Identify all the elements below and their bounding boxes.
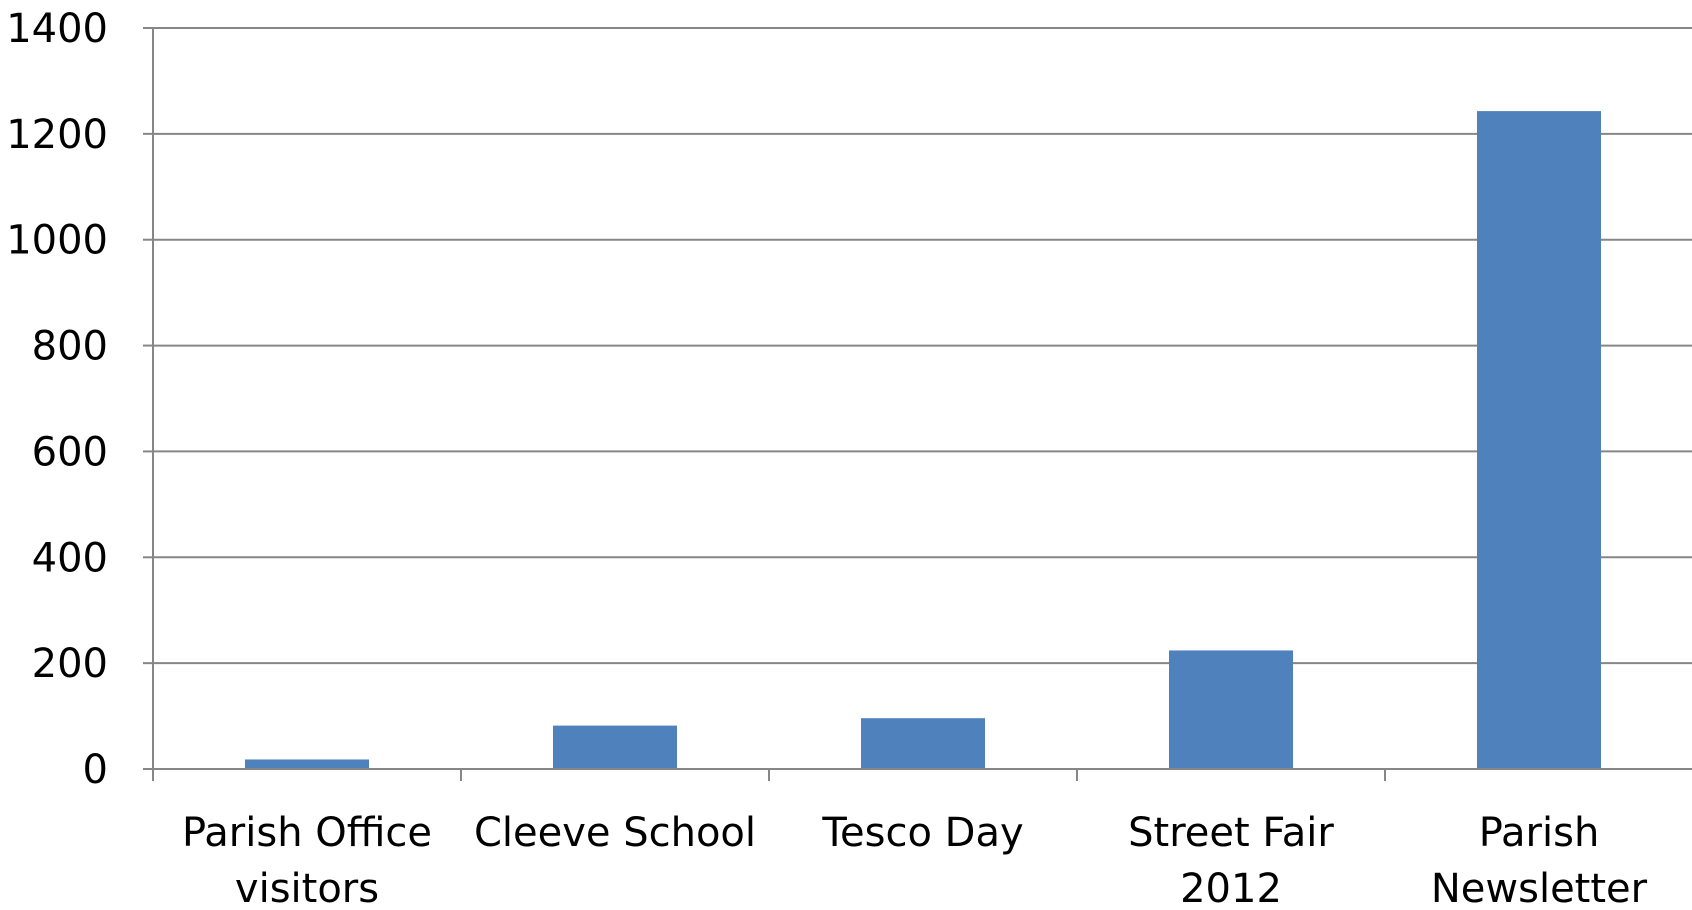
- y-tick-label: 1000: [6, 218, 108, 264]
- x-tick-label-line: Cleeve School: [474, 810, 756, 856]
- axes: [143, 27, 1692, 781]
- bar: [245, 759, 369, 769]
- x-tick-label: Cleeve School: [474, 810, 756, 856]
- gridlines: [153, 27, 1692, 665]
- x-tick-label-line: Newsletter: [1431, 866, 1648, 910]
- x-tick-label-line: 2012: [1180, 866, 1282, 910]
- y-tick-label: 600: [32, 429, 108, 475]
- bars: [245, 111, 1601, 770]
- x-tick-label-line: Street Fair: [1128, 810, 1334, 856]
- x-tick-label: Parish Newsletter: [1431, 810, 1648, 910]
- x-tick-label-line: Parish Office: [182, 810, 432, 856]
- y-tick-labels: 0 200 400 600 800 1000 1200 1400: [6, 6, 108, 793]
- x-tick-label-line: visitors: [235, 866, 379, 910]
- x-category-labels: Parish Office visitors Cleeve School Tesco …: [182, 810, 1648, 910]
- x-tick-label-line: Tesco Day: [821, 810, 1023, 856]
- bar: [553, 725, 677, 769]
- x-tick-label: Tesco Day: [821, 810, 1023, 856]
- y-tick-label: 400: [32, 535, 108, 581]
- y-tick-label: 1200: [6, 112, 108, 158]
- y-tick-label: 200: [32, 641, 108, 687]
- y-tick-label: 800: [32, 324, 108, 370]
- x-tick-label: Parish Office visitors: [182, 810, 432, 910]
- bar: [1169, 650, 1293, 769]
- x-tick-label: Street Fair 2012: [1128, 810, 1334, 910]
- x-tick-label-line: Parish: [1479, 810, 1600, 856]
- y-tick-label: 1400: [6, 6, 108, 52]
- bar: [861, 718, 985, 769]
- bar: [1477, 111, 1601, 770]
- y-tick-label: 0: [83, 747, 108, 793]
